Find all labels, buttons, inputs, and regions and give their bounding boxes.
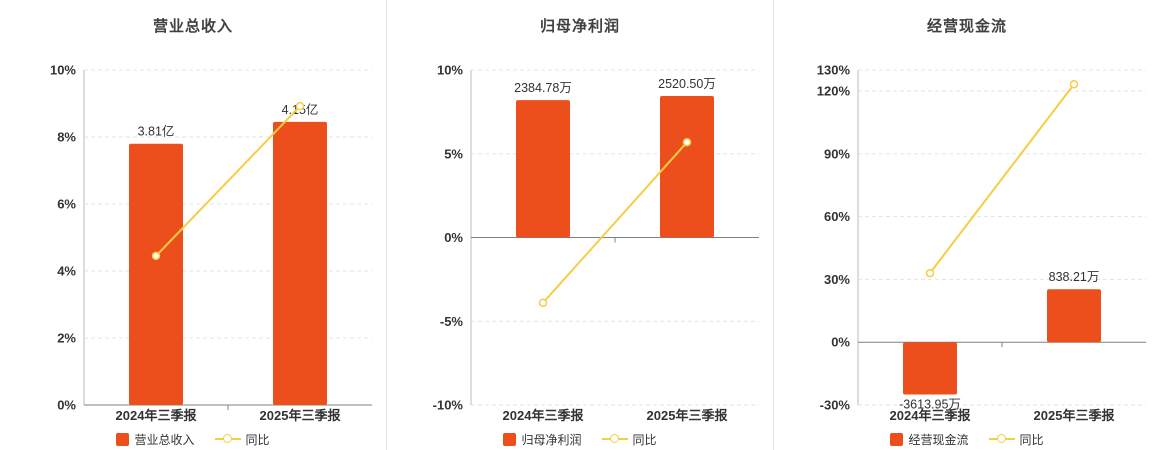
- legend-line-label: 同比: [632, 432, 657, 447]
- y-tick-label: 0%: [831, 335, 850, 350]
- y-tick-label: -10%: [433, 398, 464, 413]
- bar-swatch-icon: [503, 432, 517, 446]
- x-category-label: 2024年三季报: [890, 408, 972, 423]
- line-marker-icon: [601, 434, 628, 444]
- y-tick-label: 8%: [57, 130, 76, 145]
- y-tick-label: 10%: [50, 63, 76, 78]
- bar[interactable]: [273, 121, 327, 406]
- y-tick-label: -30%: [820, 398, 851, 413]
- bar-value-label: -3613.95万: [899, 398, 961, 412]
- legend-line-label: 同比: [1019, 432, 1044, 447]
- x-category-label: 2025年三季报: [1034, 408, 1116, 423]
- line-marker-icon: [214, 434, 241, 444]
- legend-line-item[interactable]: 同比: [601, 431, 657, 448]
- y-tick-label: 6%: [57, 197, 76, 212]
- y-tick-label: -5%: [440, 314, 464, 329]
- trend-point[interactable]: [538, 298, 548, 308]
- trend-point[interactable]: [1069, 79, 1079, 89]
- cash-flow-chart-plot: 130% 120% 90% 60% 30% 0% -30% -3613.95万2024年三季报…: [817, 63, 1146, 423]
- chart-legend: 营业总收入 同比: [0, 430, 386, 448]
- chart-panel-revenue: 营业总收入 10%8%6%4%2%0%3.81亿2024年三季报4.15亿202…: [0, 0, 386, 450]
- y-tick-label: 10%: [437, 63, 463, 78]
- chart-legend: 归母净利润 同比: [387, 430, 773, 448]
- legend-line-label: 同比: [245, 432, 270, 447]
- trend-point[interactable]: [925, 268, 935, 278]
- bar[interactable]: [129, 143, 183, 405]
- legend-line-item[interactable]: 同比: [214, 431, 270, 448]
- x-category-label: 2025年三季报: [647, 408, 729, 423]
- x-category-label: 2024年三季报: [116, 408, 198, 423]
- trend-line: [929, 83, 1075, 274]
- panel-title: 归母净利润: [539, 17, 620, 35]
- legend-bar-item[interactable]: 经营现金流: [890, 431, 969, 448]
- chart-legend: 经营现金流 同比: [774, 430, 1160, 448]
- y-tick-label: 130%: [817, 63, 851, 78]
- legend-bar-label: 归母净利润: [521, 432, 582, 447]
- legend-bar-item[interactable]: 归母净利润: [503, 431, 582, 448]
- chart-panel-cash-flow: 经营现金流 130% 120% 90% 60% 30% 0% -30% -3613.95万 20…: [773, 0, 1160, 450]
- x-category-label: 2024年三季报: [503, 408, 585, 423]
- revenue-chart-plot: 10%8%6%4%2%0%3.81亿2024年三季报4.15亿2025年三季报: [50, 63, 372, 423]
- bar[interactable]: [903, 342, 957, 395]
- legend-line-item[interactable]: 同比: [988, 431, 1044, 448]
- legend-bar-item[interactable]: 营业总收入: [116, 431, 195, 448]
- y-tick-label: 120%: [817, 83, 851, 98]
- bar[interactable]: [516, 100, 570, 238]
- y-tick-label: 0%: [57, 398, 76, 413]
- net-profit-chart-plot: 10% 5% 0% -5% -10% 2384.78万 2024年三季报 2520.50万 20…: [433, 63, 759, 423]
- bar-value-label: 838.21万: [1049, 270, 1100, 284]
- bar-value-label: 2384.78万: [514, 81, 572, 95]
- trend-point[interactable]: [682, 137, 692, 147]
- bar-value-label: 3.81亿: [138, 124, 175, 139]
- bar[interactable]: [1047, 289, 1101, 343]
- bar-swatch-icon: [890, 432, 904, 446]
- trend-line: [155, 105, 301, 257]
- y-tick-label: 2%: [57, 331, 76, 346]
- y-tick-label: 4%: [57, 264, 76, 279]
- y-tick-label: 90%: [824, 146, 850, 161]
- line-marker-icon: [988, 434, 1015, 444]
- y-tick-label: 0%: [444, 230, 463, 245]
- bar[interactable]: [660, 95, 714, 238]
- trend-point[interactable]: [295, 101, 305, 111]
- y-tick-label: 5%: [444, 146, 463, 161]
- legend-bar-label: 营业总收入: [134, 432, 195, 447]
- trend-point[interactable]: [151, 251, 161, 261]
- bar-swatch-icon: [116, 432, 130, 446]
- legend-bar-label: 经营现金流: [908, 432, 969, 447]
- chart-panel-net-profit: 归母净利润 10% 5% 0% -5% -10% 2384.78万 2024年三季报 2520…: [386, 0, 773, 450]
- y-tick-label: 30%: [824, 272, 850, 287]
- panel-title: 营业总收入: [152, 17, 233, 35]
- x-category-label: 2025年三季报: [260, 408, 342, 423]
- y-tick-label: 60%: [824, 209, 850, 224]
- bar-value-label: 2520.50万: [658, 77, 716, 91]
- trend-line: [542, 141, 688, 304]
- panel-title: 经营现金流: [926, 17, 1007, 35]
